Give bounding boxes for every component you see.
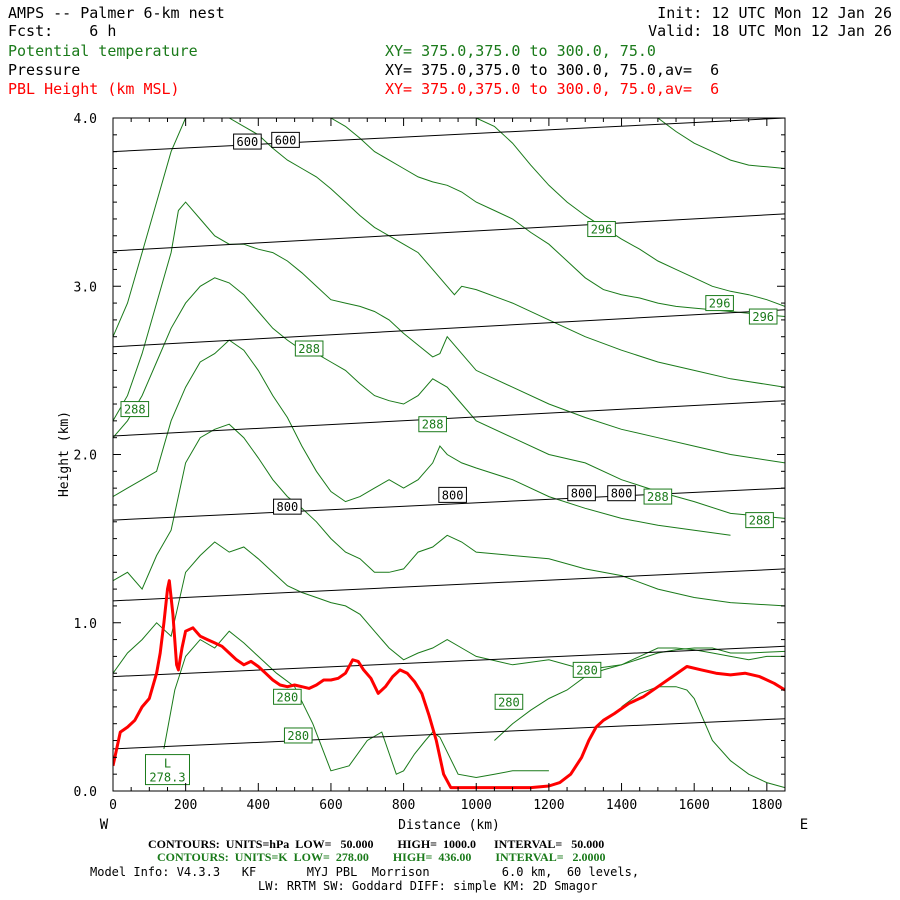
valid-time: Valid: 18 UTC Mon 12 Jan 26 (648, 22, 892, 40)
field-pbl-name: PBL Height (km MSL) (8, 80, 180, 98)
pressure-contour-label: 600 (275, 133, 297, 147)
theta-contour-line (113, 201, 785, 464)
pbl-height-line (113, 579, 785, 790)
theta-contour-label-box (294, 340, 324, 357)
theta-contour-line (330, 118, 785, 317)
theta-contour-label-box (273, 688, 302, 705)
y-tick-label: 1.0 (74, 617, 97, 632)
pressure-contour-label: 600 (237, 135, 259, 149)
plot-title: AMPS -- Palmer 6-km nest (8, 4, 225, 22)
theta-contour-label: 288 (124, 403, 146, 417)
theta-contour-line (113, 541, 785, 674)
fcst-label: Fcst: (8, 22, 54, 40)
field-theta-xy: XY= 375.0,375.0 to 300.0, 75.0 (385, 42, 656, 60)
x-tick-label: 0 (109, 798, 117, 813)
east-label: E (800, 817, 808, 833)
theta-contour-label: 280 (277, 690, 299, 704)
x-tick-label: 1800 (751, 798, 782, 813)
theta-contour-label-box (705, 295, 734, 312)
theta-contour-line (494, 647, 785, 741)
theta-contour-label: 288 (298, 342, 320, 356)
x-tick-label: 400 (247, 798, 270, 813)
footer-contours-hpa: CONTOURS: UNITS=hPa LOW= 50.000 HIGH= 10… (148, 837, 605, 851)
theta-contour-line (113, 277, 785, 519)
x-tick-label: 200 (174, 798, 197, 813)
theta-contour-label: 296 (591, 223, 613, 237)
pressure-contour-line (113, 309, 785, 348)
x-tick-label: 1400 (606, 798, 637, 813)
pressure-contour-label: 800 (277, 500, 299, 514)
theta-contour-line (113, 118, 785, 388)
theta-contour-label-box (745, 512, 774, 529)
theta-contour-label-box (283, 727, 313, 744)
theta-min-value: 278.3 (149, 771, 185, 785)
pressure-contour-line (113, 718, 785, 750)
theta-contour-label-box (748, 308, 778, 325)
theta-contour-label-box (120, 401, 150, 418)
theta-contour-label: 296 (752, 310, 774, 324)
y-tick-label: 3.0 (74, 280, 97, 295)
pressure-contour-line (113, 118, 785, 153)
pressure-contour-line (113, 213, 785, 252)
x-axis-label: Distance (km) (398, 818, 500, 833)
theta-contour-label: 280 (287, 729, 309, 743)
field-pressure-name: Pressure (8, 61, 81, 79)
footer-contours-k: CONTOURS: UNITS=K LOW= 278.00 HIGH= 436.… (157, 850, 606, 864)
y-tick-label: 2.0 (74, 449, 97, 464)
y-tick-label: 4.0 (74, 112, 97, 127)
x-tick-label: 600 (319, 798, 342, 813)
pressure-contour-line (113, 568, 785, 602)
fcst-value: 6 h (89, 22, 117, 40)
pressure-contour-label-box (273, 498, 302, 515)
theta-contour-label: 288 (647, 490, 669, 504)
y-axis-label: Height (km) (57, 411, 72, 497)
x-tick-label: 1000 (461, 798, 492, 813)
pressure-contour-label-box (607, 485, 636, 502)
cross-section-chart: 600 600 800 800 800 800 288 288 288 288 288 296 296 2… (57, 112, 808, 833)
theta-contour-line (475, 118, 785, 307)
footer-model-info: Model Info: V4.3.3 KF MYJ PBL Morrison 6… (90, 865, 640, 879)
init-time: Init: 12 UTC Mon 12 Jan 26 (657, 4, 892, 22)
x-tick-label: 1600 (679, 798, 710, 813)
theta-contour-label: 288 (422, 418, 444, 432)
x-tick-label: 1200 (533, 798, 564, 813)
pressure-contour-label-box (233, 133, 262, 150)
theta-contour-line (113, 339, 731, 536)
theta-contour-label-box (572, 661, 602, 678)
pressure-contour-label: 800 (442, 488, 464, 502)
theta-contour-label-box (643, 488, 673, 505)
west-label: W (100, 817, 109, 833)
theta-min-box (144, 754, 190, 786)
pressure-contour-label-box (271, 131, 300, 148)
theta-contour-label-box (418, 416, 447, 433)
pressure-contour-line (113, 487, 785, 521)
theta-contour-label: 280 (576, 663, 598, 677)
pressure-contour-line (113, 645, 785, 678)
footer-model-info-2: LW: RRTM SW: Goddard DIFF: simple KM: 2D… (258, 879, 598, 893)
theta-contour-line (113, 423, 785, 607)
pressure-contour-label: 800 (571, 487, 593, 501)
theta-contour-line (163, 630, 549, 779)
pressure-contour-label: 800 (611, 487, 633, 501)
theta-contour-label-box (587, 221, 616, 238)
forecast-label: Fcst: 6 h (8, 22, 116, 40)
theta-contour-label: 280 (498, 695, 520, 709)
pressure-contour-line (113, 400, 785, 437)
theta-contour-label: 296 (709, 297, 731, 311)
theta-contour-line (657, 118, 785, 169)
x-tick-label: 800 (392, 798, 415, 813)
theta-min-mark: L (164, 757, 171, 771)
pressure-contour-label-box (438, 486, 467, 503)
field-pressure-xy: XY= 375.0,375.0 to 300.0, 75.0,av= 6 (385, 61, 720, 79)
theta-contour-label-box (494, 693, 524, 710)
pressure-contour-label-box (567, 485, 596, 502)
theta-contour-label: 288 (749, 514, 771, 528)
field-pbl-xy: XY= 375.0,375.0 to 300.0, 75.0,av= 6 (385, 80, 720, 98)
y-tick-label: 0.0 (74, 785, 97, 800)
field-theta-name: Potential temperature (8, 42, 198, 60)
theta-contour-line (621, 686, 785, 789)
